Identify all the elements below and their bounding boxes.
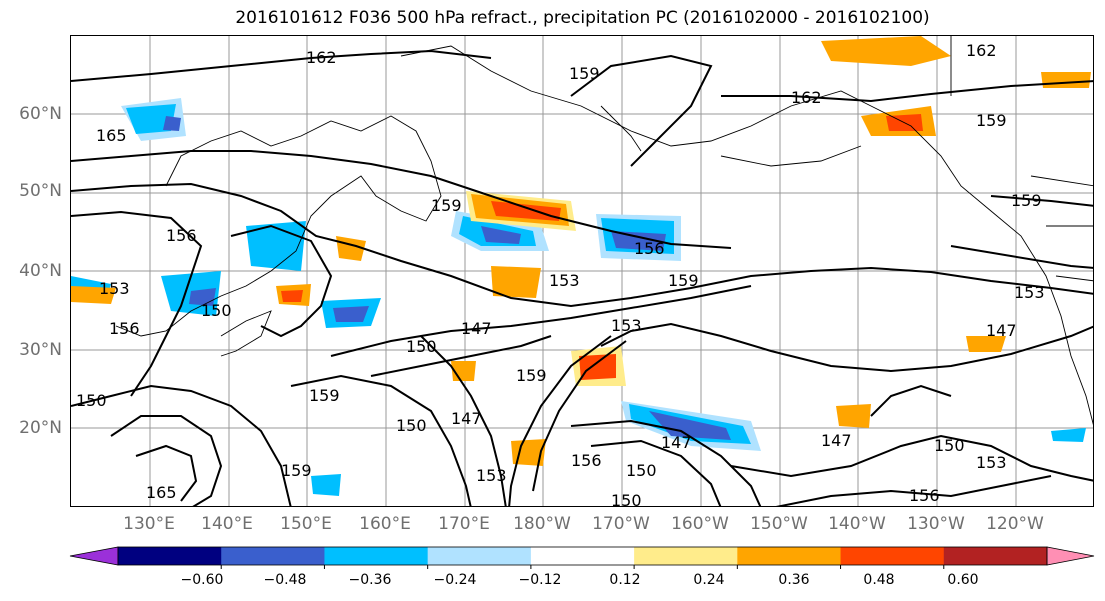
colorbar-tick-label: −0.24 xyxy=(433,572,477,588)
precip-positive-patch xyxy=(281,290,303,302)
contour-label: 159 xyxy=(309,386,340,405)
contour-label: 159 xyxy=(1011,191,1042,210)
contour-label: 162 xyxy=(791,88,822,107)
contour-label: 153 xyxy=(99,279,130,298)
longitude-label: 160°E xyxy=(359,514,411,534)
colorbar-tick-label: 0.60 xyxy=(947,572,979,588)
precip-negative-patch xyxy=(163,116,181,131)
colorbar-segment xyxy=(427,547,532,565)
contour-label: 162 xyxy=(306,48,337,67)
colorbar-segment xyxy=(840,547,945,565)
contour-label: 159 xyxy=(569,64,600,83)
colorbar-tick-label: 0.48 xyxy=(863,572,895,588)
precip-positive-patch xyxy=(491,201,561,221)
contour-label: 165 xyxy=(96,126,127,145)
precip-negative-patch xyxy=(649,411,731,440)
contour-label: 147 xyxy=(821,431,852,450)
colorbar-tick-label: −0.36 xyxy=(348,572,392,588)
latitude-label: 20°N xyxy=(19,418,62,438)
contour-label: 150 xyxy=(76,391,107,410)
precip-negative-patch xyxy=(126,104,176,134)
contour-label: 147 xyxy=(986,321,1017,340)
contour-label: 153 xyxy=(1014,283,1045,302)
precip-positive-patch xyxy=(71,286,116,304)
colorbar-tick-label: 0.36 xyxy=(778,572,810,588)
precip-anomaly-shading xyxy=(71,36,1091,496)
longitude-label: 130°E xyxy=(123,514,175,534)
contour-label: 156 xyxy=(909,486,940,505)
longitude-label: 170°W xyxy=(592,514,650,534)
longitude-label: 140°E xyxy=(201,514,253,534)
contour-label: 150 xyxy=(201,301,232,320)
contour-label: 162 xyxy=(966,41,997,60)
colorbar-tick-label: 0.24 xyxy=(693,572,725,588)
colorbar-extend-high xyxy=(1046,546,1095,566)
longitude-label: 140°W xyxy=(828,514,886,534)
contour-label: 159 xyxy=(516,366,547,385)
precip-negative-patch xyxy=(611,231,666,251)
contour-label: 156 xyxy=(166,226,197,245)
precip-negative-patch xyxy=(481,226,521,244)
contour-label: 159 xyxy=(281,461,312,480)
precip-positive-patch xyxy=(511,439,546,466)
longitude-label: 150°W xyxy=(750,514,808,534)
precip-positive-patch xyxy=(966,336,1006,352)
contour-label: 147 xyxy=(661,433,692,452)
contour-label: 153 xyxy=(976,453,1007,472)
contour-label: 165 xyxy=(146,483,177,502)
colorbar-tick-label: −0.12 xyxy=(518,572,562,588)
colorbar-segment xyxy=(118,547,222,565)
colorbar-segment xyxy=(221,547,325,565)
contour-label: 156 xyxy=(634,239,665,258)
map-canvas: 162 159 162 162 159 165 159 156 156 159 … xyxy=(71,36,1093,507)
latitude-label: 30°N xyxy=(19,340,62,360)
contour-label: 147 xyxy=(461,319,492,338)
coastlines xyxy=(115,36,1093,426)
contour-label: 150 xyxy=(396,416,427,435)
contour-label: 150 xyxy=(626,461,657,480)
precip-positive-patch xyxy=(1041,72,1091,88)
contour-label: 153 xyxy=(476,466,507,485)
colorbar-tick-label: 0.12 xyxy=(609,572,641,588)
longitude-label: 120°W xyxy=(986,514,1044,534)
colorbar-segment xyxy=(634,547,738,565)
precip-negative-patch xyxy=(1051,428,1086,442)
colorbar-segment xyxy=(324,547,429,565)
contour-label: 156 xyxy=(571,451,602,470)
latitude-label: 50°N xyxy=(19,181,62,201)
longitude-label: 130°W xyxy=(907,514,965,534)
contour-label: 147 xyxy=(451,409,482,428)
longitude-label: 180°W xyxy=(513,514,571,534)
colorbar-extend-low xyxy=(69,546,119,566)
map-title: 2016101612 F036 500 hPa refract., precip… xyxy=(235,8,930,28)
colorbar-segment xyxy=(530,547,635,565)
contour-label: 159 xyxy=(431,196,462,215)
longitude-label: 170°E xyxy=(438,514,490,534)
contour-label-group: 162 159 162 162 159 165 159 156 156 159 … xyxy=(76,41,1045,507)
latitude-label: 40°N xyxy=(19,261,62,281)
colorbar-tick-label: −0.48 xyxy=(263,572,307,588)
contour-label: 150 xyxy=(406,337,437,356)
contour-label: 159 xyxy=(976,111,1007,130)
latitude-label: 60°N xyxy=(19,104,62,124)
contour-label: 159 xyxy=(668,271,699,290)
precip-positive-patch xyxy=(491,266,541,298)
colorbar-tick-label: −0.60 xyxy=(180,572,224,588)
refractivity-contours xyxy=(71,49,1093,506)
colorbar-segment xyxy=(737,547,842,565)
longitude-label: 150°E xyxy=(280,514,332,534)
colorbar-segment xyxy=(943,547,1048,565)
precip-negative-patch xyxy=(311,474,341,496)
precip-positive-patch xyxy=(579,354,616,380)
contour-label: 153 xyxy=(611,316,642,335)
longitude-label: 160°W xyxy=(671,514,729,534)
precip-positive-patch xyxy=(836,404,871,428)
contour-label: 153 xyxy=(549,271,580,290)
map-panel: 162 159 162 162 159 165 159 156 156 159 … xyxy=(70,35,1094,507)
precip-positive-patch xyxy=(821,36,951,66)
contour-label: 150 xyxy=(934,436,965,455)
contour-label: 156 xyxy=(109,319,140,338)
precip-negative-patch xyxy=(333,306,369,322)
contour-label: 150 xyxy=(611,491,642,507)
